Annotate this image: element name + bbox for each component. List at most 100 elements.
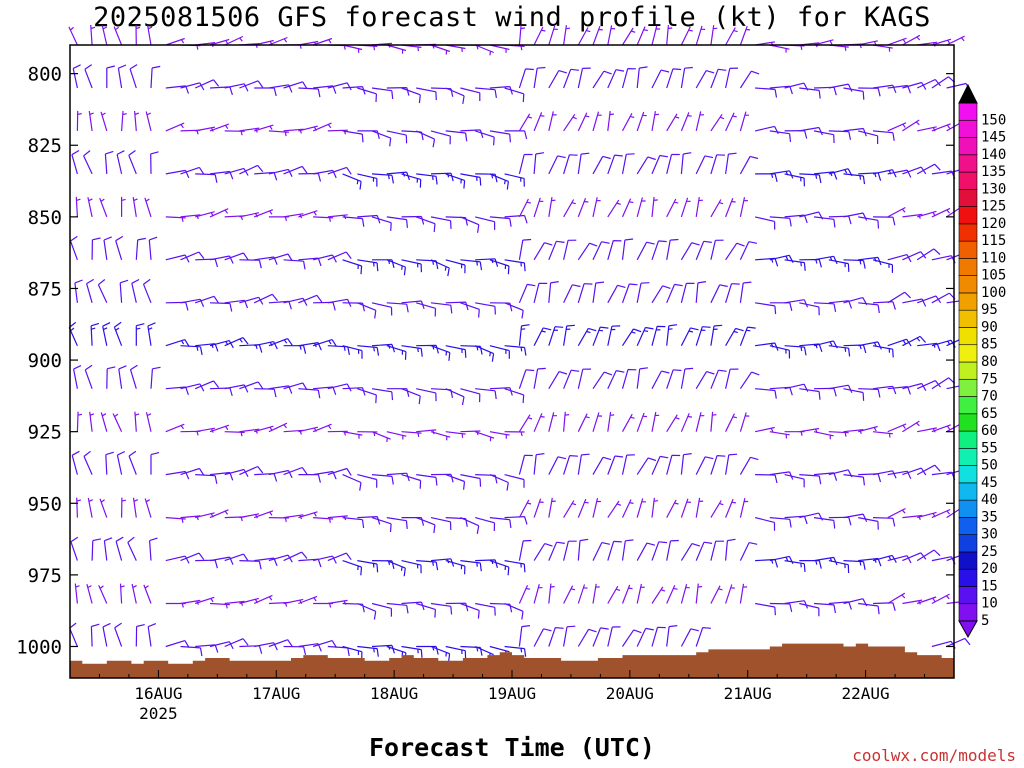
wind-barb [548,70,567,89]
wind-barb [592,371,613,390]
wind-barb [475,87,497,98]
wind-barb [902,81,927,90]
wind-barb [253,209,274,218]
wind-barb [666,539,679,561]
wind-barb [710,324,723,346]
y-tick-label: 850 [28,207,62,229]
wind-barb [680,152,692,174]
wind-barb [710,68,727,89]
wind-barb [916,248,941,261]
wind-barb [902,119,920,132]
wind-barb [415,130,436,148]
wind-barb [91,237,101,260]
wind-barb [651,25,661,46]
wind-barb [592,326,609,346]
wind-barb [858,517,879,530]
wind-barb [828,384,853,394]
wind-barb [931,207,951,218]
wind-barb [548,371,568,390]
wind-barb [116,450,126,475]
wind-barb [504,645,527,657]
wind-barb [695,371,715,390]
wind-barb [253,510,274,519]
wind-barb [460,517,480,535]
colorbar-swatch [958,603,978,622]
wind-barb [313,386,337,395]
wind-barb [548,541,565,561]
wind-barb [415,216,436,232]
wind-barb [103,537,113,561]
wind-barb [710,239,724,260]
wind-barb [725,538,736,561]
wind-barb [224,83,249,92]
wind-barb [621,27,636,46]
wind-barb [342,130,364,143]
credit-link[interactable]: coolwx.com/models [852,746,1016,765]
wind-barb [416,602,436,618]
wind-barb [430,431,451,441]
wind-barb [254,124,274,132]
wind-barb [342,431,363,439]
y-tick-label: 925 [28,422,62,444]
wind-barb [254,171,278,181]
wind-barb [253,594,273,605]
wind-barb [239,164,264,175]
colorbar-swatch [958,361,978,380]
wind-barb [357,645,379,657]
wind-barb [621,368,637,389]
wind-barb [813,216,836,228]
wind-barb [195,173,218,183]
wind-barb [430,602,453,615]
wind-barb [430,473,454,483]
colorbar-swatch [958,396,978,415]
wind-barb [577,584,588,604]
wind-barb [621,153,635,175]
wind-barb [931,508,951,519]
wind-barb [872,470,897,479]
wind-barb [313,216,334,222]
wind-barb [401,474,422,489]
wind-barb [858,302,880,314]
wind-barb [504,516,528,525]
wind-barb [784,214,808,224]
wind-barb [563,199,576,218]
wind-barb [651,626,666,647]
wind-barb [725,327,744,347]
wind-barb [563,455,579,475]
wind-barb [607,111,614,131]
wind-barb [843,474,865,486]
wind-barb [268,517,289,523]
wind-barb [577,242,598,261]
wind-barb [651,455,669,475]
wind-barb [533,543,553,561]
wind-barb [651,411,660,432]
wind-barb [636,412,648,432]
wind-barb [518,324,530,346]
colorbar-label: 150 [981,112,1006,128]
wind-barb [239,296,264,305]
wind-barb [76,411,83,432]
wind-barb [430,259,450,277]
plot-frame [70,45,954,678]
wind-barb [902,251,927,261]
wind-barb [518,113,532,132]
wind-barb [917,596,937,605]
wind-barb [725,242,745,261]
wind-barb [607,626,621,647]
wind-barb [533,498,544,518]
y-tick-label: 1000 [16,636,62,658]
wind-barb [563,68,579,89]
wind-barb [357,259,379,272]
wind-barb [533,453,545,475]
wind-barb [327,552,352,562]
wind-barb [607,540,622,561]
wind-barb [180,645,203,657]
wind-barb [843,212,868,221]
wind-barb [165,517,186,523]
wind-barb [150,65,161,89]
wind-barb [342,560,363,576]
wind-barb [813,431,834,440]
colorbar-top-arrow [958,83,978,104]
